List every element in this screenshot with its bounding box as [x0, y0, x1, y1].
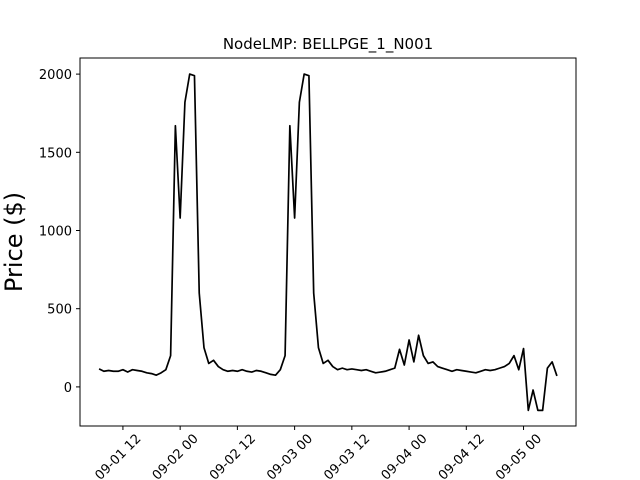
y-axis-label: Price ($) [0, 192, 28, 292]
x-tick-label: 09-03 00 [264, 432, 316, 480]
y-tick-label: 1500 [39, 146, 72, 161]
chart-title: NodeLMP: BELLPGE_1_N001 [223, 35, 433, 54]
y-tick-label: 2000 [39, 68, 72, 83]
y-tick-label: 1000 [39, 225, 72, 240]
x-tick-label: 09-01 12 [92, 432, 144, 480]
x-tick-label: 09-02 12 [207, 432, 259, 480]
y-tick-label: 0 [64, 381, 72, 396]
x-tick-label: 09-02 00 [150, 432, 202, 480]
x-tick-label: 09-05 00 [493, 432, 545, 480]
price-line [98, 73, 558, 412]
plot-frame [79, 57, 577, 427]
y-tick-label: 500 [47, 303, 72, 318]
x-tick-label: 09-04 00 [379, 432, 431, 480]
x-tick-label: 09-04 12 [436, 432, 488, 480]
x-tick-label: 09-03 12 [321, 432, 373, 480]
